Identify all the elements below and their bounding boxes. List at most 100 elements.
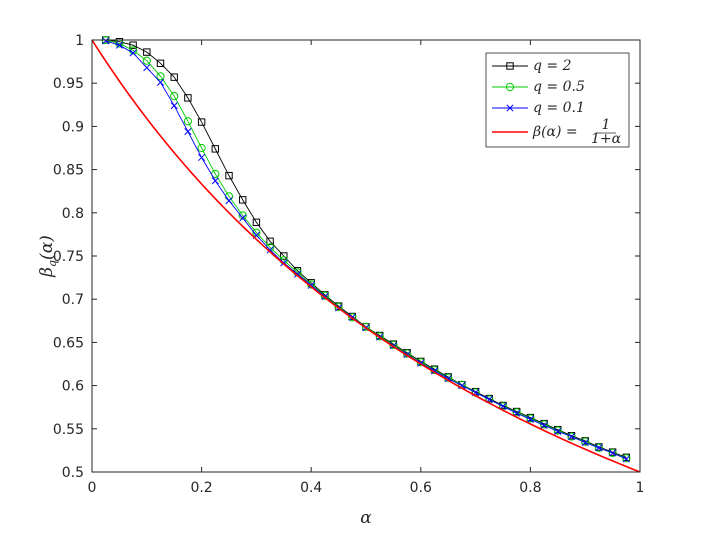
data-point-q01-0-stroke-b xyxy=(102,37,110,45)
y-axis-label-main: β xyxy=(37,267,57,278)
data-point-q01-5 xyxy=(170,102,178,110)
y-tick-label-6: 0.8 xyxy=(62,206,84,222)
data-point-q05-19 xyxy=(361,322,371,331)
series-layer xyxy=(91,35,641,473)
data-point-q01-9-stroke-b xyxy=(225,197,233,205)
data-point-q01-12-stroke-b xyxy=(266,246,274,254)
data-point-q05-11 xyxy=(252,228,261,237)
series-line-formula xyxy=(91,39,641,473)
legend-label-q05: q = 0.5 xyxy=(533,79,585,95)
data-point-q01-31-stroke-b xyxy=(526,415,534,423)
data-point-q2-5 xyxy=(170,73,178,81)
data-point-q01-1-stroke-b xyxy=(115,41,123,49)
data-point-q01-34-stroke-b xyxy=(567,433,576,441)
x-tick-label-1: 0.2 xyxy=(190,480,212,496)
data-point-q01-6 xyxy=(184,128,192,136)
data-point-q01-10 xyxy=(239,214,247,222)
series-line-q05 xyxy=(105,39,627,459)
data-point-q01-4 xyxy=(156,78,165,86)
legend-formula-denominator: 1+α xyxy=(591,131,622,147)
data-point-q01-16-stroke-b xyxy=(321,293,329,301)
data-point-q01-37-stroke-b xyxy=(609,449,617,457)
x-axis-label: α xyxy=(360,508,372,528)
data-point-q2-4 xyxy=(156,59,165,68)
data-point-q05-34 xyxy=(567,432,576,441)
data-point-q05-20 xyxy=(375,332,384,341)
data-point-q05-18 xyxy=(348,313,357,322)
data-point-q01-38 xyxy=(622,455,630,463)
data-point-q01-33 xyxy=(554,427,562,435)
data-point-q01-4-stroke-b xyxy=(156,78,165,86)
data-point-q2-6 xyxy=(184,94,192,102)
data-point-q01-0 xyxy=(102,37,110,45)
y-axis-label-arg: (α) xyxy=(37,235,57,260)
data-point-q01-2 xyxy=(129,49,137,57)
data-point-q05-6 xyxy=(183,117,192,126)
data-point-q2-3 xyxy=(143,48,151,56)
data-point-q01-33-stroke-b xyxy=(554,427,562,435)
y-tick-label-0: 0.5 xyxy=(62,465,84,481)
data-point-q01-35 xyxy=(581,439,589,447)
x-tick-label-2: 0.4 xyxy=(300,480,322,496)
data-point-q05-10 xyxy=(238,211,247,220)
data-point-q01-5-stroke-b xyxy=(170,102,178,110)
legend-marker-q05 xyxy=(505,82,515,92)
data-point-q01-12 xyxy=(266,246,274,254)
data-point-q05-31 xyxy=(526,414,535,423)
data-point-q01-6-stroke-b xyxy=(184,128,192,136)
data-point-q01-15 xyxy=(307,281,315,289)
data-point-q01-8 xyxy=(211,177,219,185)
data-point-q01-36-stroke-b xyxy=(595,444,603,452)
data-point-q01-13-stroke-b xyxy=(280,259,288,267)
data-point-q05-37 xyxy=(608,448,617,458)
y-tick-label-7: 0.85 xyxy=(53,163,84,179)
data-point-q01-9 xyxy=(225,197,233,205)
data-point-q01-36 xyxy=(595,444,603,452)
data-point-q01-8-stroke-b xyxy=(211,177,219,185)
data-point-q01-25-stroke-b xyxy=(444,375,452,383)
y-tick-label-1: 0.55 xyxy=(53,422,84,438)
data-point-q01-7-stroke-b xyxy=(198,153,206,162)
data-point-q01-34 xyxy=(567,433,576,441)
legend-label-q2: q = 2 xyxy=(533,58,572,74)
y-tick-label-5: 0.75 xyxy=(53,249,84,265)
series-formula xyxy=(91,39,641,473)
data-point-q01-2-stroke-b xyxy=(129,49,137,57)
data-point-q2-12 xyxy=(266,237,274,246)
data-point-q05-35 xyxy=(581,437,590,446)
y-tick-label-2: 0.6 xyxy=(62,379,84,395)
data-point-q2-10 xyxy=(239,196,247,204)
y-tick-label-8: 0.9 xyxy=(62,119,84,135)
data-point-q01-7 xyxy=(198,153,206,162)
data-point-q05-2 xyxy=(129,46,138,55)
data-point-q01-3 xyxy=(143,64,151,72)
data-point-q01-35-stroke-b xyxy=(581,439,589,447)
legend-samples xyxy=(492,62,528,133)
x-tick-label-3: 0.6 xyxy=(410,480,432,496)
data-point-q01-31 xyxy=(526,415,534,423)
data-point-q05-17 xyxy=(334,302,343,312)
legend-marker-q01 xyxy=(506,104,514,112)
data-point-q01-10-stroke-b xyxy=(239,214,247,222)
y-tick-label-4: 0.7 xyxy=(62,292,84,308)
legend-formula-numerator: 1 xyxy=(602,117,611,133)
data-point-q05-33 xyxy=(553,426,562,435)
data-point-q01-1 xyxy=(115,41,123,49)
legend-marker-q2 xyxy=(506,62,514,70)
y-tick-label-10: 1 xyxy=(75,33,84,49)
data-point-q05-38 xyxy=(622,454,631,463)
data-point-q2-8 xyxy=(211,145,220,153)
data-point-q05-32 xyxy=(540,420,549,429)
x-tick-label-4: 0.8 xyxy=(519,480,541,496)
x-tick-label-0: 0 xyxy=(88,480,97,496)
data-point-q05-5 xyxy=(170,92,179,101)
legend-marker-q01-stroke-b xyxy=(506,104,514,112)
data-point-q01-3-stroke-b xyxy=(143,64,151,72)
y-tick-label-9: 0.95 xyxy=(53,76,84,92)
data-point-q05-7 xyxy=(197,143,206,153)
data-point-q2-11 xyxy=(252,218,261,227)
data-point-q01-14 xyxy=(293,270,302,278)
legend-label-q01: q = 0.1 xyxy=(533,100,585,116)
legend: q = 2 q = 0.5 q = 0.1 β(α) = 1 1+α xyxy=(485,52,630,148)
svg-text:βq(α): βq(α) xyxy=(37,235,59,278)
